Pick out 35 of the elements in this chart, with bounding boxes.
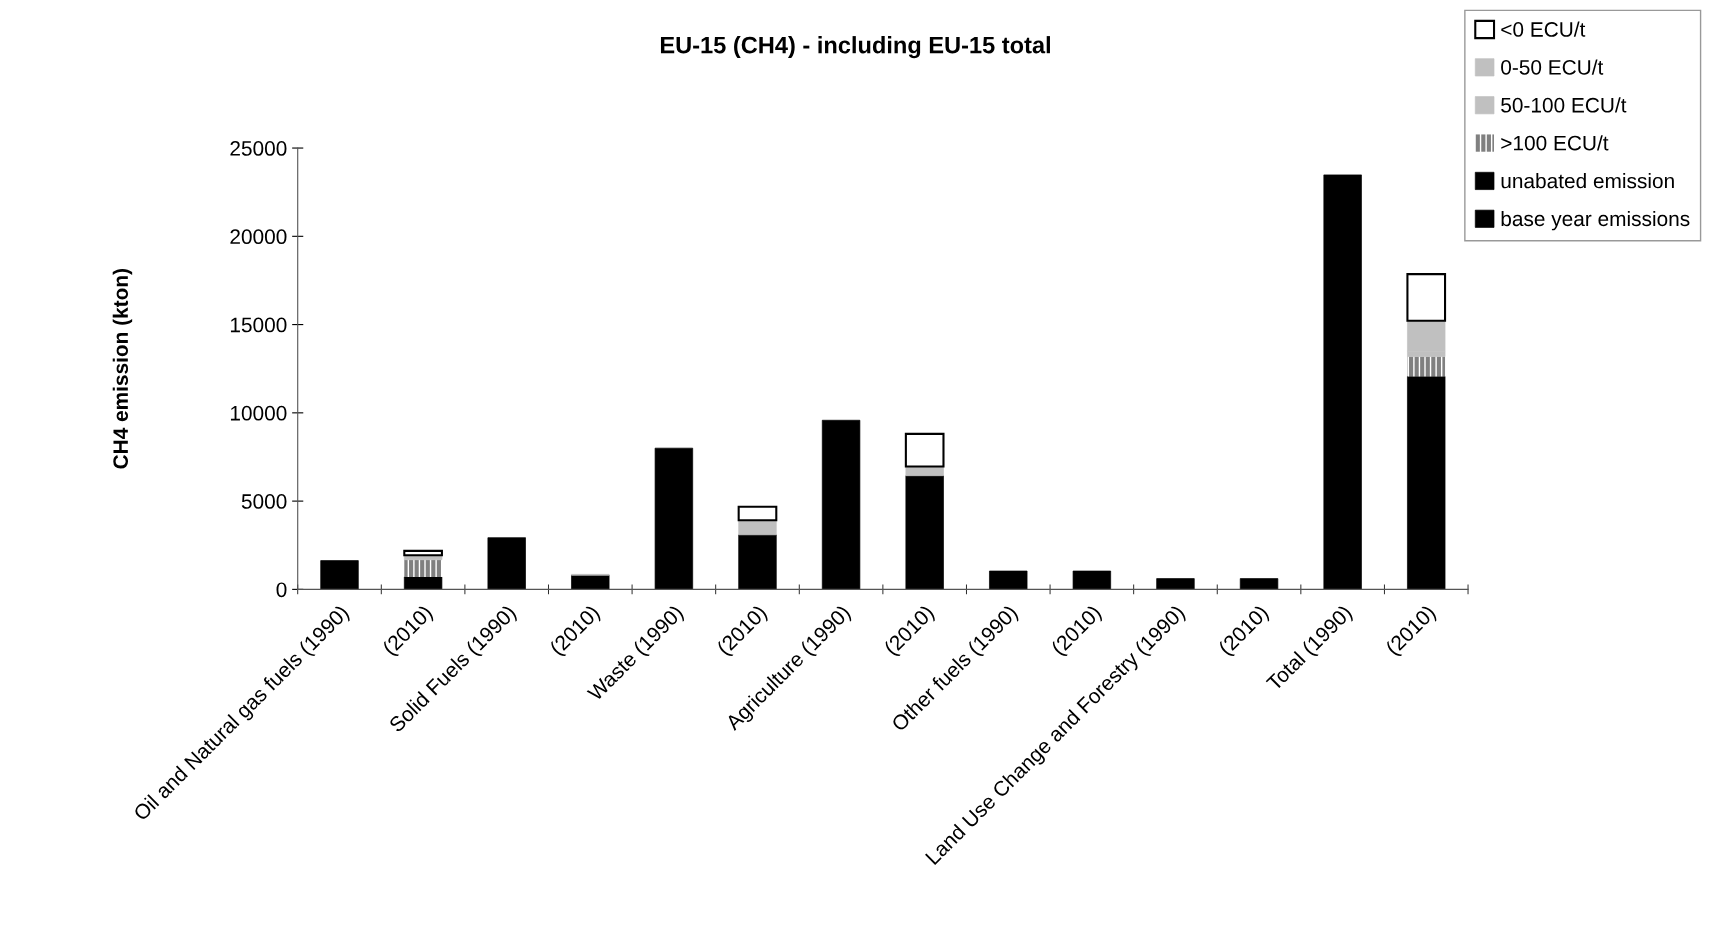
bar: [403, 549, 443, 557]
bar: [320, 560, 359, 590]
y-tick-label: 15000: [230, 317, 287, 333]
bar: [738, 534, 777, 590]
bar: [404, 559, 442, 578]
legend-label: base year emissions: [1501, 210, 1690, 231]
legend-label: 0-50 ECU/t: [1501, 59, 1604, 75]
bar: [1323, 174, 1362, 590]
bar: [738, 519, 777, 536]
bar: [1406, 273, 1447, 322]
y-tick-label: 25000: [230, 141, 287, 156]
bar: [1156, 578, 1195, 590]
bar: [905, 475, 944, 590]
bar: [1407, 376, 1446, 590]
bar: [989, 570, 1028, 590]
legend-label: <0 ECU/t: [1501, 21, 1586, 37]
bar: [571, 574, 610, 590]
y-tick-label: 10000: [230, 405, 287, 421]
y-tick-label: 20000: [230, 229, 287, 245]
legend-label: >100 ECU/t: [1501, 135, 1609, 151]
y-axis-title: CH4 emission (kton): [112, 269, 133, 469]
chart-title: EU-15 (CH4) - including EU-15 total: [660, 36, 1050, 59]
bar: [1239, 578, 1279, 590]
y-tick-label: 5000: [241, 494, 287, 509]
legend-label: 50-100 ECU/t: [1501, 97, 1627, 113]
bar: [487, 537, 526, 590]
bar: [403, 576, 443, 590]
bar: [737, 505, 778, 522]
bar: [1072, 570, 1112, 590]
bar: [654, 447, 694, 590]
bar: [1407, 356, 1446, 377]
legend-label: unabated emission: [1501, 173, 1674, 189]
bar: [821, 419, 861, 590]
bar: [904, 432, 945, 468]
y-tick-label: 0: [276, 582, 287, 598]
